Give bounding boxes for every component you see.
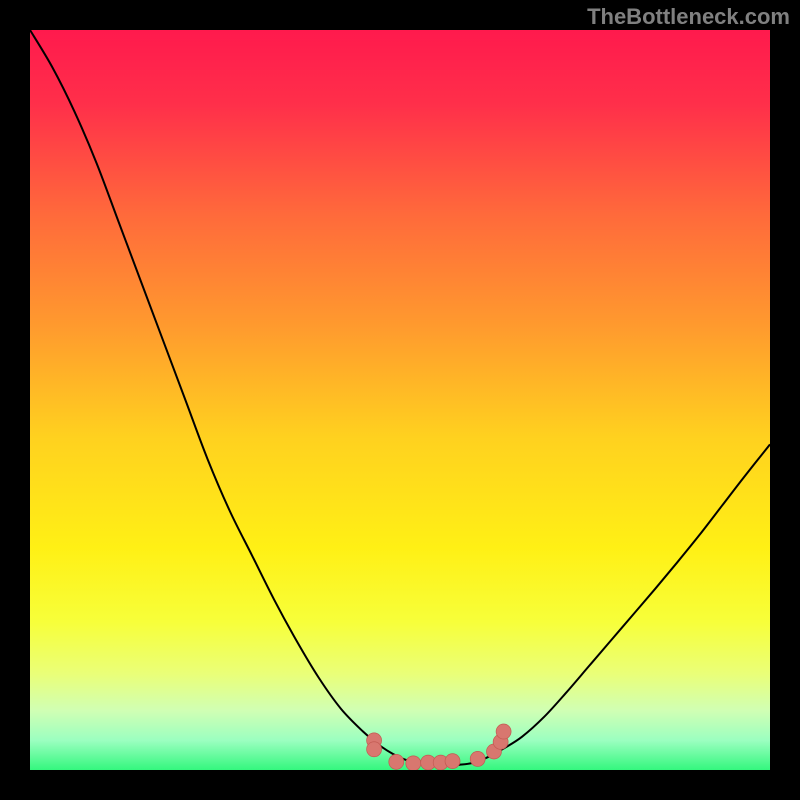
curve-marker	[445, 754, 460, 769]
bottleneck-curve	[30, 30, 770, 770]
curve-line	[30, 30, 770, 766]
curve-marker	[367, 742, 382, 757]
curve-marker	[389, 754, 404, 769]
curve-marker	[470, 751, 485, 766]
watermark-text: TheBottleneck.com	[587, 4, 790, 30]
curve-markers	[367, 724, 512, 770]
curve-marker	[406, 756, 421, 770]
chart-stage: TheBottleneck.com	[0, 0, 800, 800]
curve-marker	[496, 724, 511, 739]
plot-area	[30, 30, 770, 770]
